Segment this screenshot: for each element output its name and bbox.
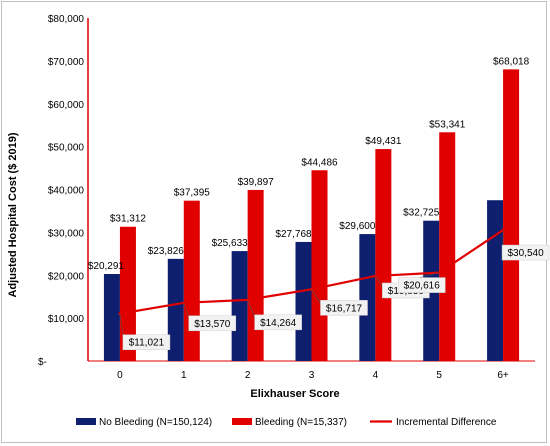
label-no-bleeding: $25,633 [212, 238, 249, 249]
label-bleeding: $31,312 [110, 214, 147, 225]
x-tick-label: 3 [309, 370, 315, 381]
callout-leader [311, 289, 322, 306]
label-no-bleeding: $32,725 [403, 208, 440, 219]
bar-no-bleeding [231, 251, 248, 361]
y-tick-label: $20,000 [48, 271, 85, 282]
y-axis-title: Adjusted Hospital Cost ($ 2019) [7, 132, 19, 297]
data-labels: $20,291 $31,312 $23,826 $37,395 $25,633 $39,8… [88, 56, 550, 350]
callout-box [501, 244, 550, 261]
bar-bleeding [247, 189, 264, 361]
x-tick-label: 0 [117, 370, 123, 381]
label-bleeding: $44,486 [301, 157, 338, 168]
legend-label-no-bleeding: No Bleeding (N=150,124) [99, 417, 212, 428]
callout-box [397, 277, 446, 293]
label-incremental: $20,616 [404, 281, 441, 292]
x-axis-title: Elixhauser Score [250, 388, 339, 400]
bar-bleeding [119, 226, 136, 361]
bar-no-bleeding [295, 241, 312, 361]
y-tick-label: $30,000 [48, 228, 85, 239]
label-bleeding: $39,897 [238, 177, 275, 188]
bar-bleeding [375, 149, 392, 361]
y-axis: $- $10,000 $20,000 $30,000 $40,000 $50,000 $60… [38, 14, 89, 368]
x-tick-label: 6+ [497, 370, 509, 381]
label-no-bleeding: $29,600 [339, 221, 376, 232]
x-axis: 0 1 2 3 4 5 6+ [88, 360, 535, 381]
legend-swatch-no-bleeding [76, 418, 96, 425]
x-tick-label: 4 [373, 370, 379, 381]
y-tick-label: $- [38, 357, 47, 368]
y-tick-label: $60,000 [48, 100, 85, 111]
legend-swatch-bleeding [232, 418, 252, 425]
label-incremental: $30,540 [507, 248, 544, 259]
y-tick-label: $10,000 [48, 314, 85, 325]
bar-bleeding [503, 69, 520, 361]
label-incremental: $11,021 [129, 338, 165, 349]
x-tick-label: 2 [245, 370, 251, 381]
label-no-bleeding: $27,768 [275, 229, 312, 240]
callout-box [122, 334, 171, 350]
label-bleeding: $49,431 [365, 136, 402, 147]
y-tick-label: $70,000 [48, 57, 85, 68]
callout-box [320, 300, 368, 316]
callout-leader [375, 275, 384, 289]
label-bleeding: $68,018 [493, 56, 530, 67]
label-no-bleeding: $23,826 [148, 246, 185, 257]
callout-box [188, 315, 237, 332]
bar-no-bleeding [103, 274, 120, 361]
y-tick-label: $50,000 [48, 143, 85, 154]
bar-no-bleeding [487, 200, 504, 361]
bar-no-bleeding [359, 234, 376, 361]
x-tick-label: 5 [436, 370, 442, 381]
label-incremental: $13,570 [194, 319, 231, 330]
legend-label-bleeding: Bleeding (N=15,337) [255, 417, 347, 428]
y-tick-label: $80,000 [48, 14, 85, 25]
bar-bleeding [311, 170, 328, 361]
label-bleeding: $37,395 [174, 188, 211, 199]
label-incremental: $16,717 [326, 303, 363, 314]
x-tick-label: 1 [181, 370, 187, 381]
bars [103, 69, 520, 361]
y-tick-label: $40,000 [48, 186, 85, 197]
bar-bleeding [183, 200, 200, 361]
legend-label-incremental: Incremental Difference [396, 417, 497, 428]
callout-leader [247, 299, 256, 320]
label-no-bleeding: $20,291 [88, 261, 125, 272]
callout-box [254, 314, 302, 331]
label-bleeding: $53,341 [429, 119, 466, 130]
bar-bleeding [439, 132, 456, 361]
bar-no-bleeding [167, 258, 184, 361]
legend: No Bleeding (N=150,124) Bleeding (N=15,33… [76, 417, 497, 428]
label-incremental: $14,264 [260, 318, 297, 329]
